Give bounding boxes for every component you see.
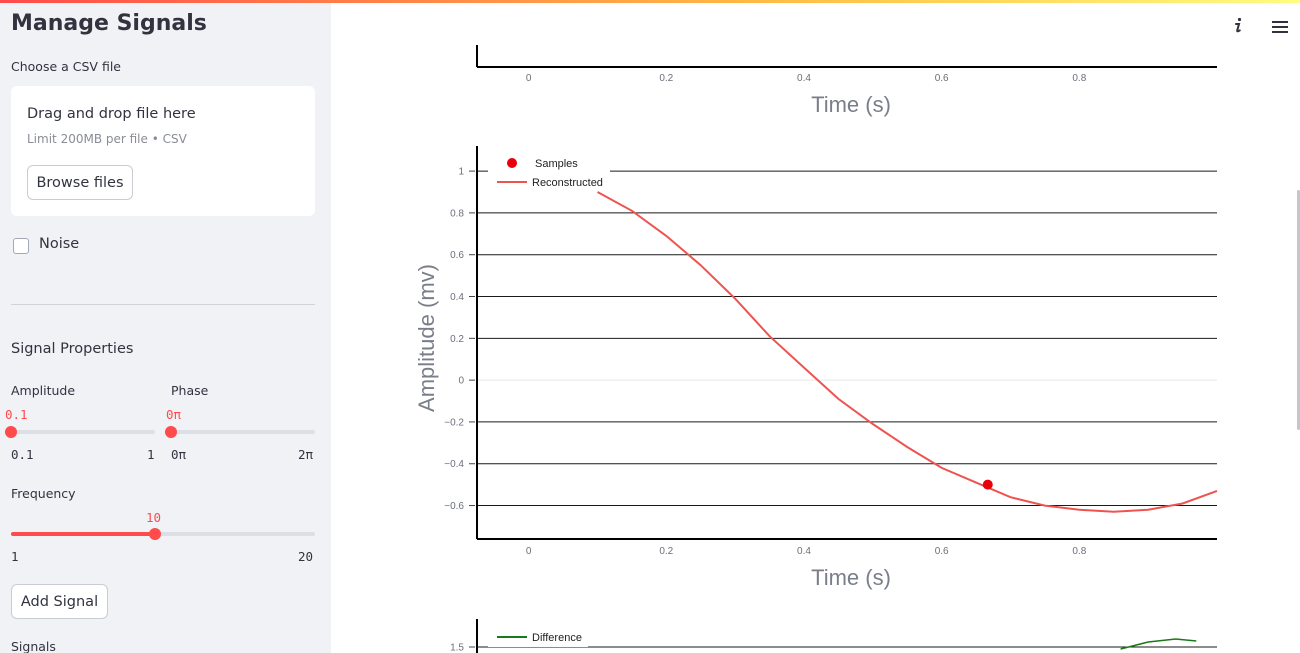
amplitude-slider-thumb[interactable]	[5, 426, 17, 438]
dropzone-limit: Limit 200MB per file • CSV	[27, 132, 187, 146]
phase-slider-track[interactable]	[171, 430, 315, 434]
browse-files-button[interactable]: Browse files	[27, 165, 133, 200]
noise-label[interactable]: Noise	[39, 236, 80, 252]
frequency-min: 1	[11, 549, 19, 564]
uploader-label: Choose a CSV file	[11, 59, 121, 74]
phase-min: 0π	[171, 447, 187, 462]
phase-value: 0π	[166, 407, 182, 422]
divider	[11, 304, 315, 305]
hamburger-menu-icon[interactable]	[1270, 17, 1290, 37]
frequency-slider-track[interactable]	[11, 532, 315, 536]
top-decoration-bar	[0, 0, 1300, 3]
frequency-label: Frequency	[11, 486, 76, 501]
add-signal-button[interactable]: Add Signal	[11, 584, 108, 619]
scrollbar[interactable]	[1297, 190, 1300, 430]
signals-label: Signals	[11, 639, 56, 653]
file-dropzone[interactable]: Drag and drop file here Limit 200MB per …	[11, 86, 315, 216]
amplitude-min: 0.1	[11, 447, 34, 462]
frequency-max: 20	[298, 549, 314, 564]
sidebar: Manage Signals Choose a CSV file Drag an…	[0, 3, 331, 653]
info-icon[interactable]	[1228, 15, 1248, 35]
noise-checkbox[interactable]	[13, 238, 29, 254]
sidebar-title: Manage Signals	[11, 11, 207, 36]
phase-slider-thumb[interactable]	[165, 426, 177, 438]
frequency-slider-thumb[interactable]	[149, 528, 161, 540]
main-area	[331, 3, 1300, 653]
signal-properties-heading: Signal Properties	[11, 341, 134, 357]
amplitude-max: 1	[147, 447, 155, 462]
phase-max: 2π	[298, 447, 314, 462]
amplitude-value: 0.1	[5, 407, 28, 422]
frequency-value: 10	[146, 510, 162, 525]
phase-label: Phase	[171, 383, 209, 398]
amplitude-label: Amplitude	[11, 383, 76, 398]
dropzone-text: Drag and drop file here	[27, 106, 196, 122]
amplitude-slider-track[interactable]	[11, 430, 155, 434]
frequency-slider-fill	[11, 532, 155, 536]
